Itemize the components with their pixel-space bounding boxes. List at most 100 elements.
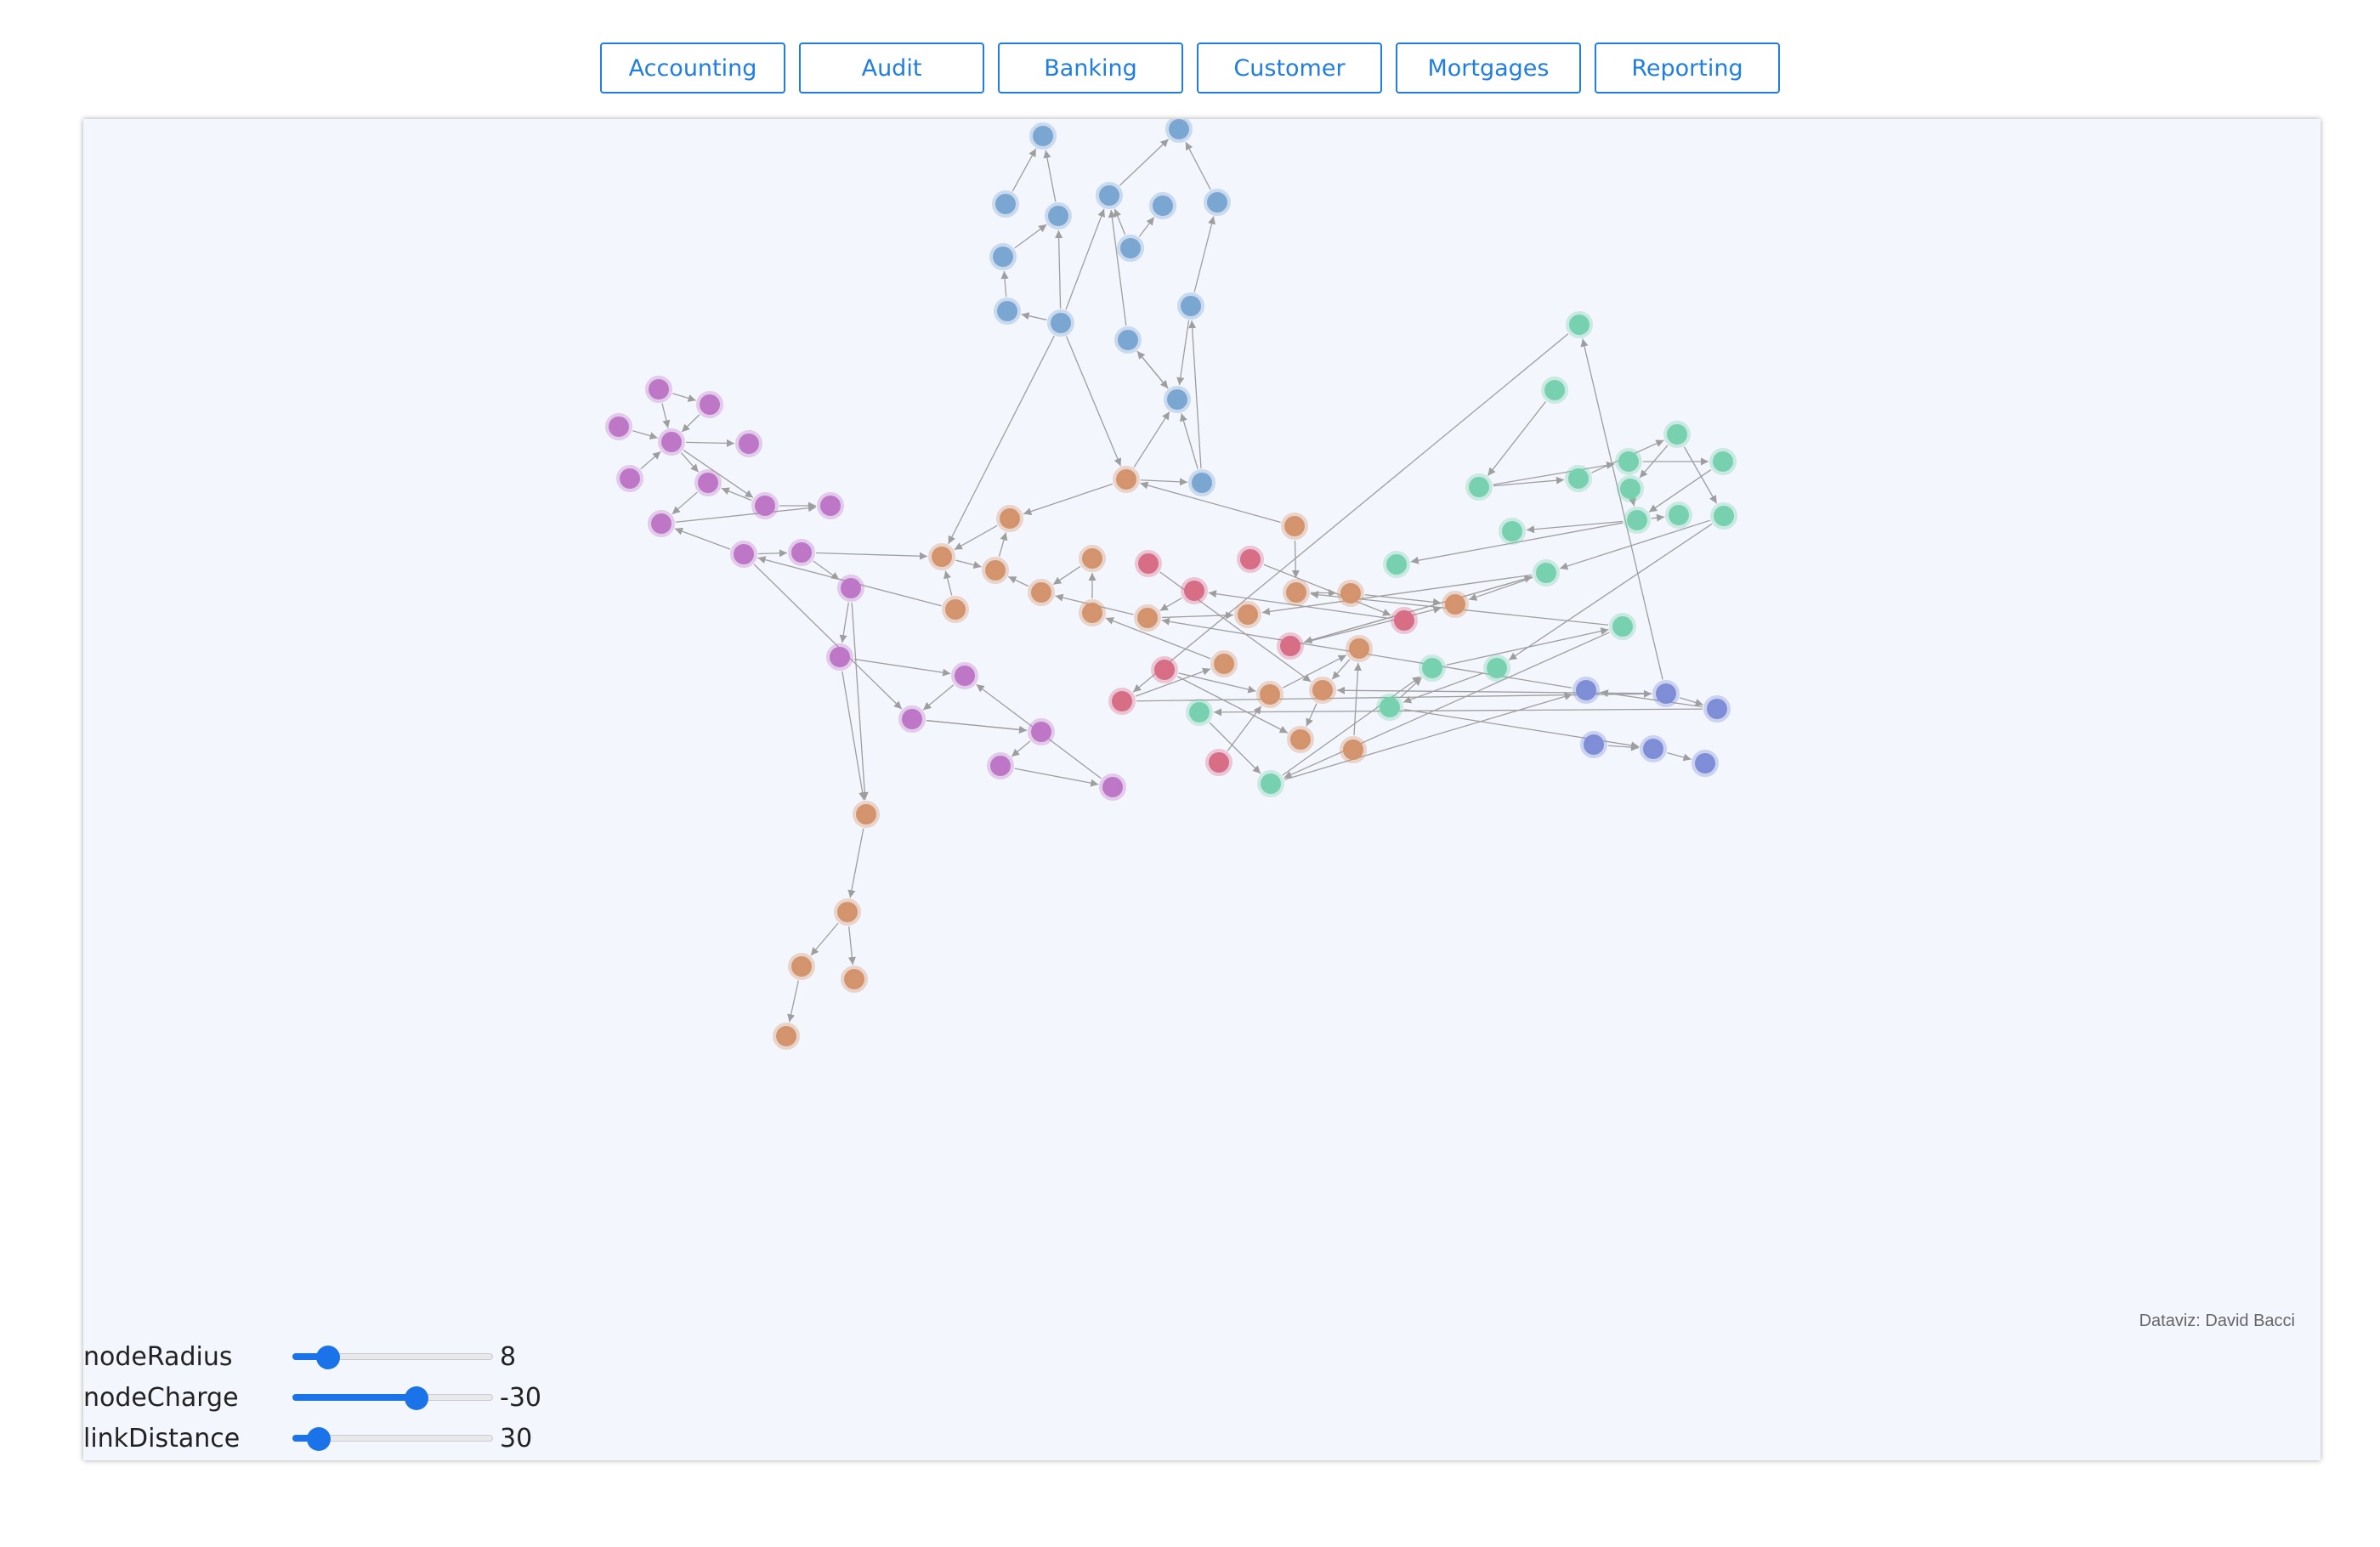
graph-node-red[interactable] xyxy=(1237,546,1264,573)
graph-node-green[interactable] xyxy=(1533,559,1560,586)
graph-node-indigo[interactable] xyxy=(1640,735,1667,762)
graph-node-orange[interactable] xyxy=(1134,604,1161,632)
filter-button-audit[interactable]: Audit xyxy=(799,42,984,94)
graph-node-orange[interactable] xyxy=(1346,635,1373,662)
graph-node-blue[interactable] xyxy=(1117,235,1144,262)
link-distance-slider[interactable] xyxy=(292,1422,493,1454)
graph-node-purple[interactable] xyxy=(898,706,926,733)
graph-node-purple[interactable] xyxy=(605,413,632,440)
graph-node-orange[interactable] xyxy=(853,801,880,828)
graph-node-blue[interactable] xyxy=(1177,292,1204,320)
graph-node-blue[interactable] xyxy=(1188,469,1216,496)
graph-node-orange[interactable] xyxy=(1281,513,1308,540)
graph-node-green[interactable] xyxy=(1419,654,1446,682)
graph-node-green[interactable] xyxy=(1609,613,1636,640)
graph-node-orange[interactable] xyxy=(1079,599,1106,626)
graph-node-indigo[interactable] xyxy=(1692,750,1719,777)
graph-node-purple[interactable] xyxy=(616,465,643,492)
graph-node-orange[interactable] xyxy=(1337,580,1364,607)
graph-node-red[interactable] xyxy=(1151,656,1178,683)
node-charge-slider[interactable] xyxy=(292,1381,493,1414)
graph-node-purple[interactable] xyxy=(730,541,757,568)
graph-node-orange[interactable] xyxy=(996,505,1023,532)
graph-node-green[interactable] xyxy=(1499,518,1526,545)
graph-node-green[interactable] xyxy=(1566,311,1593,338)
graph-node-blue[interactable] xyxy=(1204,189,1231,216)
graph-node-red[interactable] xyxy=(1205,749,1232,776)
graph-node-purple[interactable] xyxy=(658,428,685,456)
graph-node-purple[interactable] xyxy=(648,510,675,537)
graph-node-orange[interactable] xyxy=(1309,677,1336,704)
graph-node-blue[interactable] xyxy=(1149,192,1176,219)
graph-node-blue[interactable] xyxy=(1047,309,1074,337)
graph-node-green[interactable] xyxy=(1624,507,1651,534)
graph-node-green[interactable] xyxy=(1186,699,1213,726)
graph-node-orange[interactable] xyxy=(942,596,969,623)
graph-node-green[interactable] xyxy=(1483,654,1510,682)
graph-node-green[interactable] xyxy=(1257,770,1284,797)
graph-node-purple[interactable] xyxy=(817,492,844,519)
graph-node-purple[interactable] xyxy=(694,469,722,496)
graph-node-orange[interactable] xyxy=(1340,736,1367,763)
network-graph[interactable] xyxy=(83,119,2320,1326)
graph-node-orange[interactable] xyxy=(1028,579,1055,606)
graph-node-blue[interactable] xyxy=(994,298,1021,325)
graph-node-green[interactable] xyxy=(1376,694,1403,721)
graph-node-purple[interactable] xyxy=(951,662,978,689)
graph-node-green[interactable] xyxy=(1617,475,1644,502)
graph-node-purple[interactable] xyxy=(1099,774,1126,801)
graph-node-orange[interactable] xyxy=(841,966,868,993)
graph-node-green[interactable] xyxy=(1665,502,1692,529)
graph-node-orange[interactable] xyxy=(773,1023,800,1050)
graph-node-green[interactable] xyxy=(1465,473,1493,501)
graph-node-green[interactable] xyxy=(1710,502,1737,530)
graph-node-red[interactable] xyxy=(1135,550,1162,577)
graph-node-red[interactable] xyxy=(1181,577,1208,604)
graph-node-blue[interactable] xyxy=(1165,119,1193,143)
slider-thumb[interactable] xyxy=(405,1386,429,1410)
graph-node-purple[interactable] xyxy=(788,539,815,566)
graph-node-red[interactable] xyxy=(1108,688,1136,715)
graph-node-orange[interactable] xyxy=(1287,726,1314,753)
graph-node-blue[interactable] xyxy=(989,243,1017,270)
graph-node-orange[interactable] xyxy=(1442,591,1469,618)
filter-button-banking[interactable]: Banking xyxy=(998,42,1183,94)
filter-button-reporting[interactable]: Reporting xyxy=(1595,42,1780,94)
filter-button-customer[interactable]: Customer xyxy=(1197,42,1382,94)
graph-node-orange[interactable] xyxy=(1079,545,1106,572)
graph-node-purple[interactable] xyxy=(645,376,672,403)
slider-thumb[interactable] xyxy=(306,1427,331,1451)
graph-node-green[interactable] xyxy=(1383,551,1410,578)
graph-node-purple[interactable] xyxy=(735,430,762,457)
filter-button-mortgages[interactable]: Mortgages xyxy=(1396,42,1581,94)
graph-node-purple[interactable] xyxy=(826,643,853,671)
graph-node-blue[interactable] xyxy=(1096,182,1123,209)
graph-node-orange[interactable] xyxy=(982,557,1009,584)
graph-node-blue[interactable] xyxy=(1164,386,1191,413)
graph-node-purple[interactable] xyxy=(837,575,864,602)
graph-node-red[interactable] xyxy=(1277,632,1304,660)
node-radius-slider[interactable] xyxy=(292,1340,493,1373)
graph-node-orange[interactable] xyxy=(1210,650,1238,677)
graph-node-purple[interactable] xyxy=(1028,718,1055,745)
graph-node-orange[interactable] xyxy=(834,898,861,926)
graph-node-green[interactable] xyxy=(1565,465,1592,492)
graph-node-green[interactable] xyxy=(1709,448,1737,475)
graph-node-green[interactable] xyxy=(1663,421,1691,448)
graph-node-indigo[interactable] xyxy=(1703,695,1731,722)
graph-node-green[interactable] xyxy=(1615,448,1642,475)
filter-button-accounting[interactable]: Accounting xyxy=(600,42,785,94)
graph-node-purple[interactable] xyxy=(751,492,779,519)
graph-node-orange[interactable] xyxy=(928,543,955,570)
graph-node-orange[interactable] xyxy=(1113,466,1140,493)
graph-node-orange[interactable] xyxy=(788,953,815,980)
graph-node-blue[interactable] xyxy=(1114,326,1142,354)
graph-node-blue[interactable] xyxy=(1045,202,1072,230)
graph-node-indigo[interactable] xyxy=(1580,731,1607,758)
graph-node-green[interactable] xyxy=(1541,377,1568,404)
graph-node-orange[interactable] xyxy=(1283,579,1310,606)
graph-node-indigo[interactable] xyxy=(1652,680,1680,707)
graph-node-orange[interactable] xyxy=(1256,681,1284,708)
graph-node-orange[interactable] xyxy=(1234,601,1261,628)
graph-node-blue[interactable] xyxy=(1029,122,1057,150)
